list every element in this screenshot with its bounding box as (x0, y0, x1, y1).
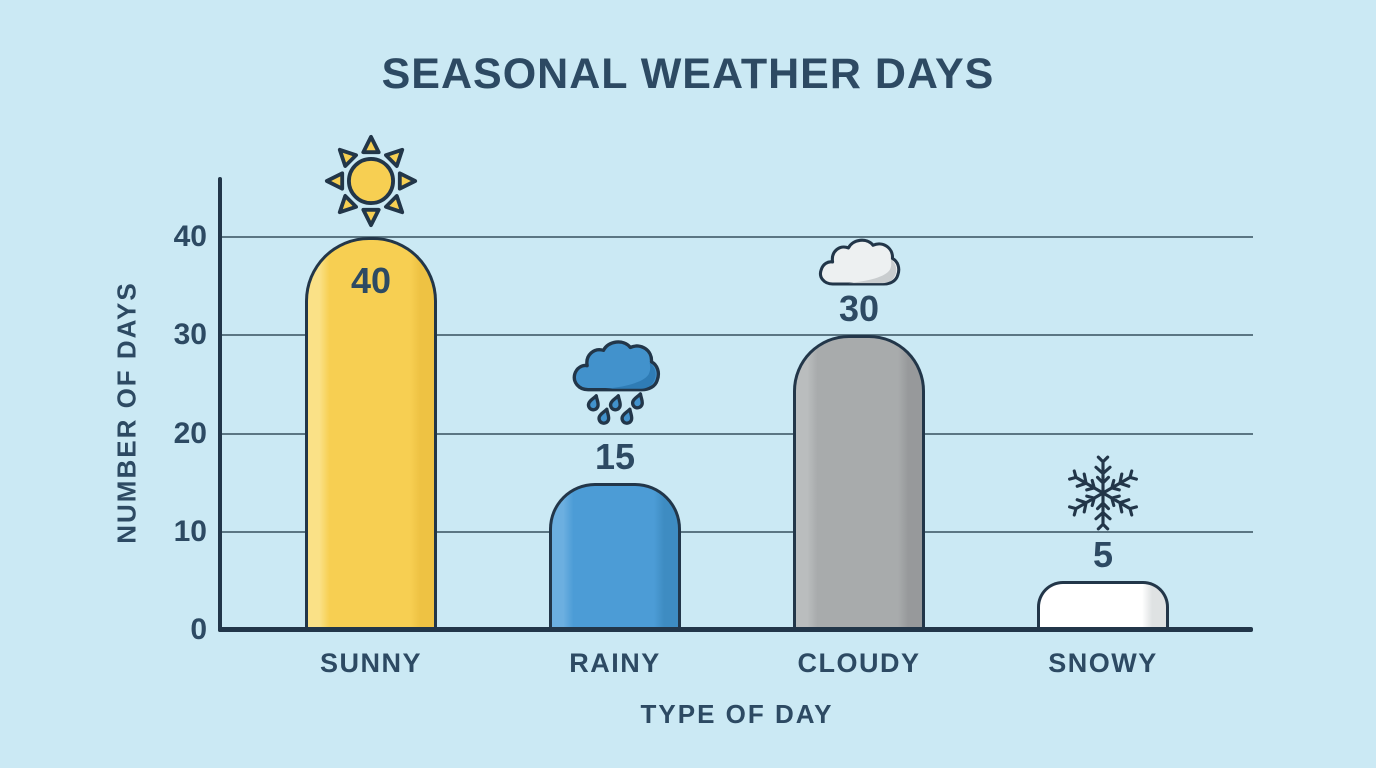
bar-value-rainy: 15 (594, 435, 636, 477)
bar-snowy (1037, 580, 1169, 632)
xtick-label-sunny: SUNNY (319, 648, 422, 678)
ytick-label-10: 10 (173, 514, 207, 548)
x-axis-line (218, 627, 1253, 632)
chart-title: SEASONAL WEATHER DAYS (381, 50, 995, 98)
xtick-label-rainy: RAINY (569, 648, 661, 678)
gridline-40 (221, 236, 1253, 238)
ytick-label-20: 20 (173, 416, 207, 450)
bar-value-sunny: 40 (350, 260, 392, 301)
cloud-icon (815, 231, 903, 293)
xtick-label-cloudy: CLOUDY (797, 648, 921, 678)
bar-rainy (549, 482, 681, 632)
y-axis-title: NUMBER OF DAYS (111, 281, 142, 544)
ytick-label-40: 40 (173, 220, 207, 253)
sun-icon (323, 133, 419, 229)
bar-value-snowy: 5 (1092, 533, 1114, 575)
ytick-label-30: 30 (173, 318, 207, 352)
x-axis-title: TYPE OF DAY (640, 699, 834, 729)
xtick-label-snowy: SNOWY (1048, 648, 1158, 678)
gridline-10 (221, 530, 1253, 533)
ytick-label-0: 0 (190, 613, 207, 646)
gridline-30 (221, 334, 1253, 337)
bar-value-cloudy: 30 (838, 288, 880, 330)
rain-cloud-icon (567, 335, 663, 429)
y-axis-line (218, 177, 222, 632)
bar-cloudy (793, 335, 925, 632)
bar-sunny (305, 237, 437, 632)
gridline-20 (221, 432, 1253, 435)
snowflake-icon (1064, 454, 1142, 532)
